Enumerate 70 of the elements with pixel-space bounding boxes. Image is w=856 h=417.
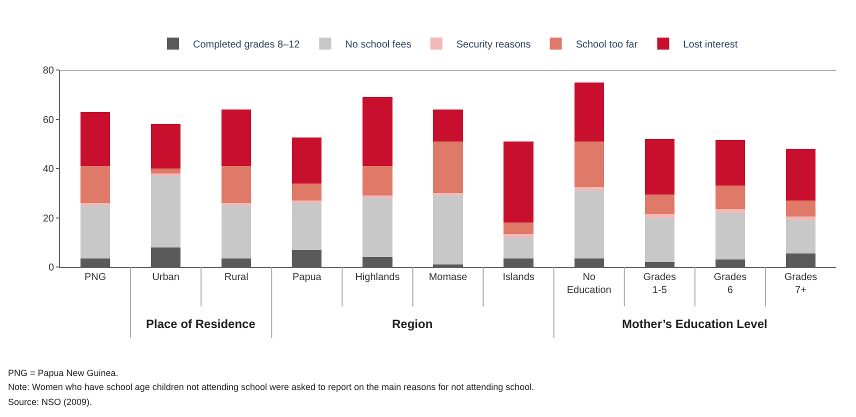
bar: [786, 216, 816, 220]
bar: [574, 190, 604, 258]
bar: [362, 198, 392, 258]
text: Region: [392, 317, 433, 331]
bar: [433, 109, 463, 142]
bar: [362, 97, 392, 166]
bar: [574, 141, 604, 187]
bar: [644, 138, 674, 194]
bar: [574, 82, 604, 142]
bar: [292, 183, 322, 201]
text: PNG = Papua New Guinea.: [8, 368, 118, 378]
bar: [715, 140, 745, 186]
bar: [433, 196, 463, 265]
bar: [362, 166, 392, 196]
bar: [504, 222, 534, 234]
text: Mother’s Education Level: [622, 317, 768, 331]
x-tick-label: Highlands: [355, 272, 400, 283]
bar: [151, 168, 181, 174]
bar: [80, 166, 110, 203]
y-tick-label: 20: [42, 213, 54, 224]
y-tick-label: 40: [42, 164, 54, 175]
bar: [786, 200, 816, 217]
bar: [644, 214, 674, 218]
bar: [644, 218, 674, 262]
y-tick-label: 80: [42, 66, 54, 76]
x-tick-label: Urban: [152, 272, 180, 283]
bar: [222, 205, 252, 258]
bar: [151, 176, 181, 248]
bar: [433, 141, 463, 194]
text: Note: Women who have school age children not attending school were asked to report on the main reasons for not attending school.: [8, 382, 534, 392]
bar: [222, 166, 252, 203]
x-tick-label: Grades 1-5: [643, 272, 676, 296]
bar: [504, 141, 534, 223]
bar: [292, 138, 322, 184]
bar: [644, 194, 674, 214]
bar: [786, 148, 816, 201]
y-tick-label: 60: [42, 114, 54, 126]
x-tick-label: Grades 7+: [784, 272, 818, 296]
x-tick-label: Papua: [292, 272, 322, 283]
x-tick-label: No Education: [566, 272, 612, 296]
bar: [222, 109, 252, 166]
bar: [433, 193, 463, 196]
text: Place of Residence: [146, 317, 256, 331]
bar: [715, 209, 745, 213]
x-tick-label: Momase: [428, 272, 468, 283]
legend-label: Completed grades 8–12: [193, 40, 300, 51]
x-tick-label: Grades 6: [714, 272, 747, 296]
x-tick-label: Rural: [224, 272, 248, 283]
bar: [80, 205, 110, 258]
legend-label: School too far: [576, 40, 638, 51]
legend-label: Security reasons: [456, 40, 531, 51]
bar: [80, 202, 110, 206]
bar: [151, 124, 181, 168]
bar: [786, 220, 816, 254]
x-tick-label: Islands: [502, 272, 534, 283]
bar: [504, 237, 534, 258]
source-note: Source: NSO (2009).: [8, 397, 92, 407]
bar: [151, 173, 181, 176]
y-tick-label: 0: [48, 262, 54, 274]
x-tick-label: PNG: [84, 272, 106, 283]
bar: [292, 202, 322, 250]
bar: [504, 234, 534, 238]
bar: [715, 186, 745, 210]
bar: [715, 212, 745, 260]
bar: [80, 112, 110, 166]
bar: [362, 196, 392, 198]
legend-label: Lost interest: [683, 40, 738, 51]
bar: [574, 186, 604, 191]
bar: [222, 202, 252, 206]
legend-label: No school fees: [345, 40, 412, 51]
